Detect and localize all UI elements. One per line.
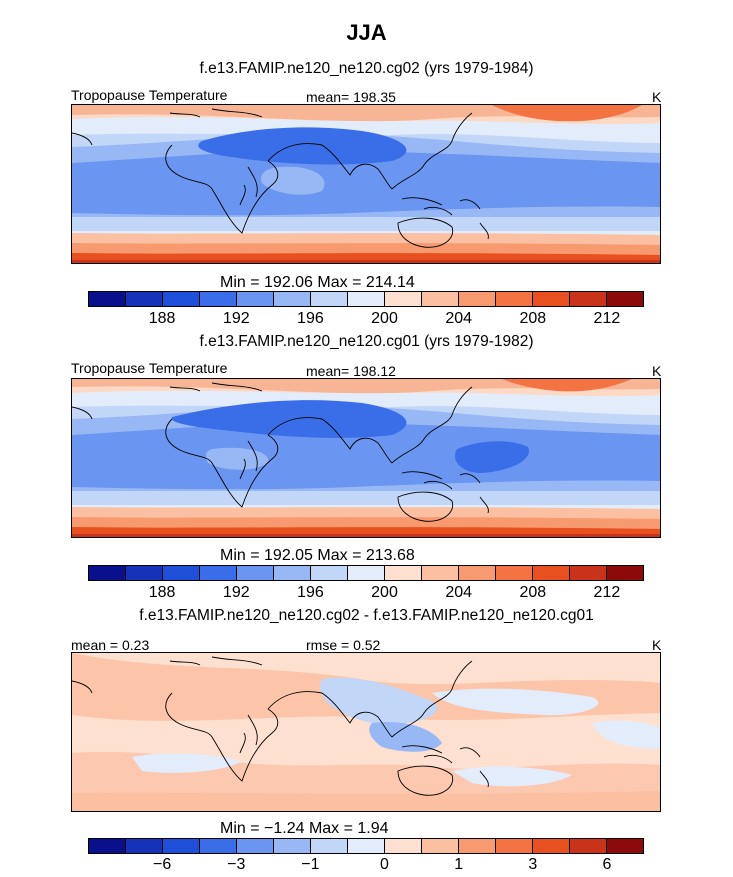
- panel1-colorbar-bin: [533, 292, 570, 306]
- panel3-colorbar-bin: [163, 839, 200, 853]
- panel1-tick: 188: [148, 310, 176, 327]
- panel2-map: [71, 378, 661, 538]
- panel2-colorbar-bin: [311, 566, 348, 580]
- panel3-colorbar-bin: [311, 839, 348, 853]
- panel1-colorbar-bin: [570, 292, 607, 306]
- panel2-minmax: Min = 192.05 Max = 213.68: [220, 547, 415, 564]
- panel1-colorbar-bin: [422, 292, 459, 306]
- panel1-tick: 200: [371, 310, 398, 327]
- panel1-subtitle: f.e13.FAMIP.ne120_ne120.cg02 (yrs 1979-1…: [199, 60, 534, 77]
- panel3-tick: −1: [301, 856, 320, 873]
- panel1-colorbar-bin: [200, 292, 237, 306]
- panel3-map: [71, 652, 661, 812]
- panel3-colorbar-bin: [422, 839, 459, 853]
- panel2-colorbar-bin: [496, 566, 533, 580]
- panel3-colorbar: [88, 838, 644, 854]
- panel3-colorbar-bin: [607, 839, 643, 853]
- panel2-colorbar-bin: [385, 566, 422, 580]
- panel1-colorbar-ticks: 188 192 196 200 204 208 212: [88, 310, 644, 328]
- panel3-rmse-label: rmse = 0.52: [306, 637, 381, 653]
- panel2-tick: 196: [297, 584, 324, 601]
- panel3-colorbar-bin: [274, 839, 311, 853]
- panel2-colorbar-bin: [126, 566, 163, 580]
- panel1-minmax: Min = 192.06 Max = 214.14: [220, 274, 415, 291]
- panel1-map: [71, 104, 661, 264]
- panel3-colorbar-bin: [237, 839, 274, 853]
- panel1-units-label: K: [652, 89, 662, 105]
- panel1-tick: 212: [593, 310, 621, 327]
- panel2-tick: 192: [222, 584, 250, 601]
- panel2-units-label: K: [652, 363, 662, 379]
- panel3-colorbar-bin: [570, 839, 607, 853]
- panel2-subtitle: f.e13.FAMIP.ne120_ne120.cg01 (yrs 1979-1…: [199, 333, 534, 350]
- panel1-tick: 208: [519, 310, 547, 327]
- panel2-colorbar-bin: [237, 566, 274, 580]
- panel2-colorbar-bin: [274, 566, 311, 580]
- panel3-tick: 6: [602, 856, 612, 873]
- panel3-tick: 1: [454, 856, 464, 873]
- panel2-colorbar-bin: [570, 566, 607, 580]
- panel3-colorbar-bin: [496, 839, 533, 853]
- panel1-colorbar-bin: [237, 292, 274, 306]
- panel3-subtitle: f.e13.FAMIP.ne120_ne120.cg02 - f.e13.FAM…: [139, 607, 594, 624]
- panel2-tick: 204: [445, 584, 473, 601]
- panel3-colorbar-bin: [533, 839, 570, 853]
- panel3-colorbar-bin: [348, 839, 385, 853]
- panel2-colorbar-bin: [89, 566, 126, 580]
- panel2-colorbar-bin: [422, 566, 459, 580]
- figure-title: JJA: [346, 20, 387, 45]
- panel1-mean-label: mean= 198.35: [306, 89, 396, 105]
- panel3-tick: −6: [152, 856, 172, 873]
- panel2-mean-label: mean= 198.12: [306, 363, 396, 379]
- panel1-colorbar-bin: [496, 292, 533, 306]
- panel2-tick: 208: [519, 584, 547, 601]
- panel2-variable-label: Tropopause Temperature: [71, 360, 228, 376]
- panel1-colorbar-bin: [126, 292, 163, 306]
- panel3-units-label: K: [652, 637, 662, 653]
- panel1-colorbar-bin: [274, 292, 311, 306]
- panel2-colorbar-bin: [533, 566, 570, 580]
- panel3-colorbar-bin: [459, 839, 496, 853]
- panel1-tick: 192: [222, 310, 250, 327]
- panel3-colorbar-bin: [126, 839, 163, 853]
- panel2-tick: 188: [148, 584, 176, 601]
- panel2-colorbar-bin: [607, 566, 643, 580]
- panel1-tick: 204: [445, 310, 473, 327]
- panel2-tick: 212: [593, 584, 621, 601]
- panel2-colorbar-bin: [459, 566, 496, 580]
- panel2-colorbar-ticks: 188 192 196 200 204 208 212: [88, 584, 644, 602]
- panel3-colorbar-bin: [89, 839, 126, 853]
- panel3-minmax: Min = −1.24 Max = 1.94: [220, 820, 389, 837]
- panel1-colorbar-bin: [607, 292, 643, 306]
- panel1-colorbar-bin: [459, 292, 496, 306]
- panel1-colorbar-bin: [311, 292, 348, 306]
- panel1-colorbar-bin: [385, 292, 422, 306]
- panel2-colorbar-bin: [163, 566, 200, 580]
- panel3-tick: −3: [227, 856, 246, 873]
- panel3-colorbar-bin: [385, 839, 422, 853]
- panel2-colorbar-bin: [348, 566, 385, 580]
- panel1-tick: 196: [297, 310, 324, 327]
- panel1-variable-label: Tropopause Temperature: [71, 87, 228, 103]
- panel2-tick: 200: [371, 584, 398, 601]
- panel3-tick: 0: [380, 856, 389, 873]
- panel1-colorbar: [88, 291, 644, 307]
- panel3-colorbar-ticks: −6 −3 −1 0 1 3 6: [88, 856, 644, 874]
- panel1-colorbar-bin: [348, 292, 385, 306]
- panel3-tick: 3: [528, 856, 538, 873]
- panel3-colorbar-bin: [200, 839, 237, 853]
- panel1-colorbar-bin: [89, 292, 126, 306]
- panel3-mean-label: mean = 0.23: [71, 637, 150, 653]
- panel2-colorbar: [88, 565, 644, 581]
- panel2-colorbar-bin: [200, 566, 237, 580]
- panel1-colorbar-bin: [163, 292, 200, 306]
